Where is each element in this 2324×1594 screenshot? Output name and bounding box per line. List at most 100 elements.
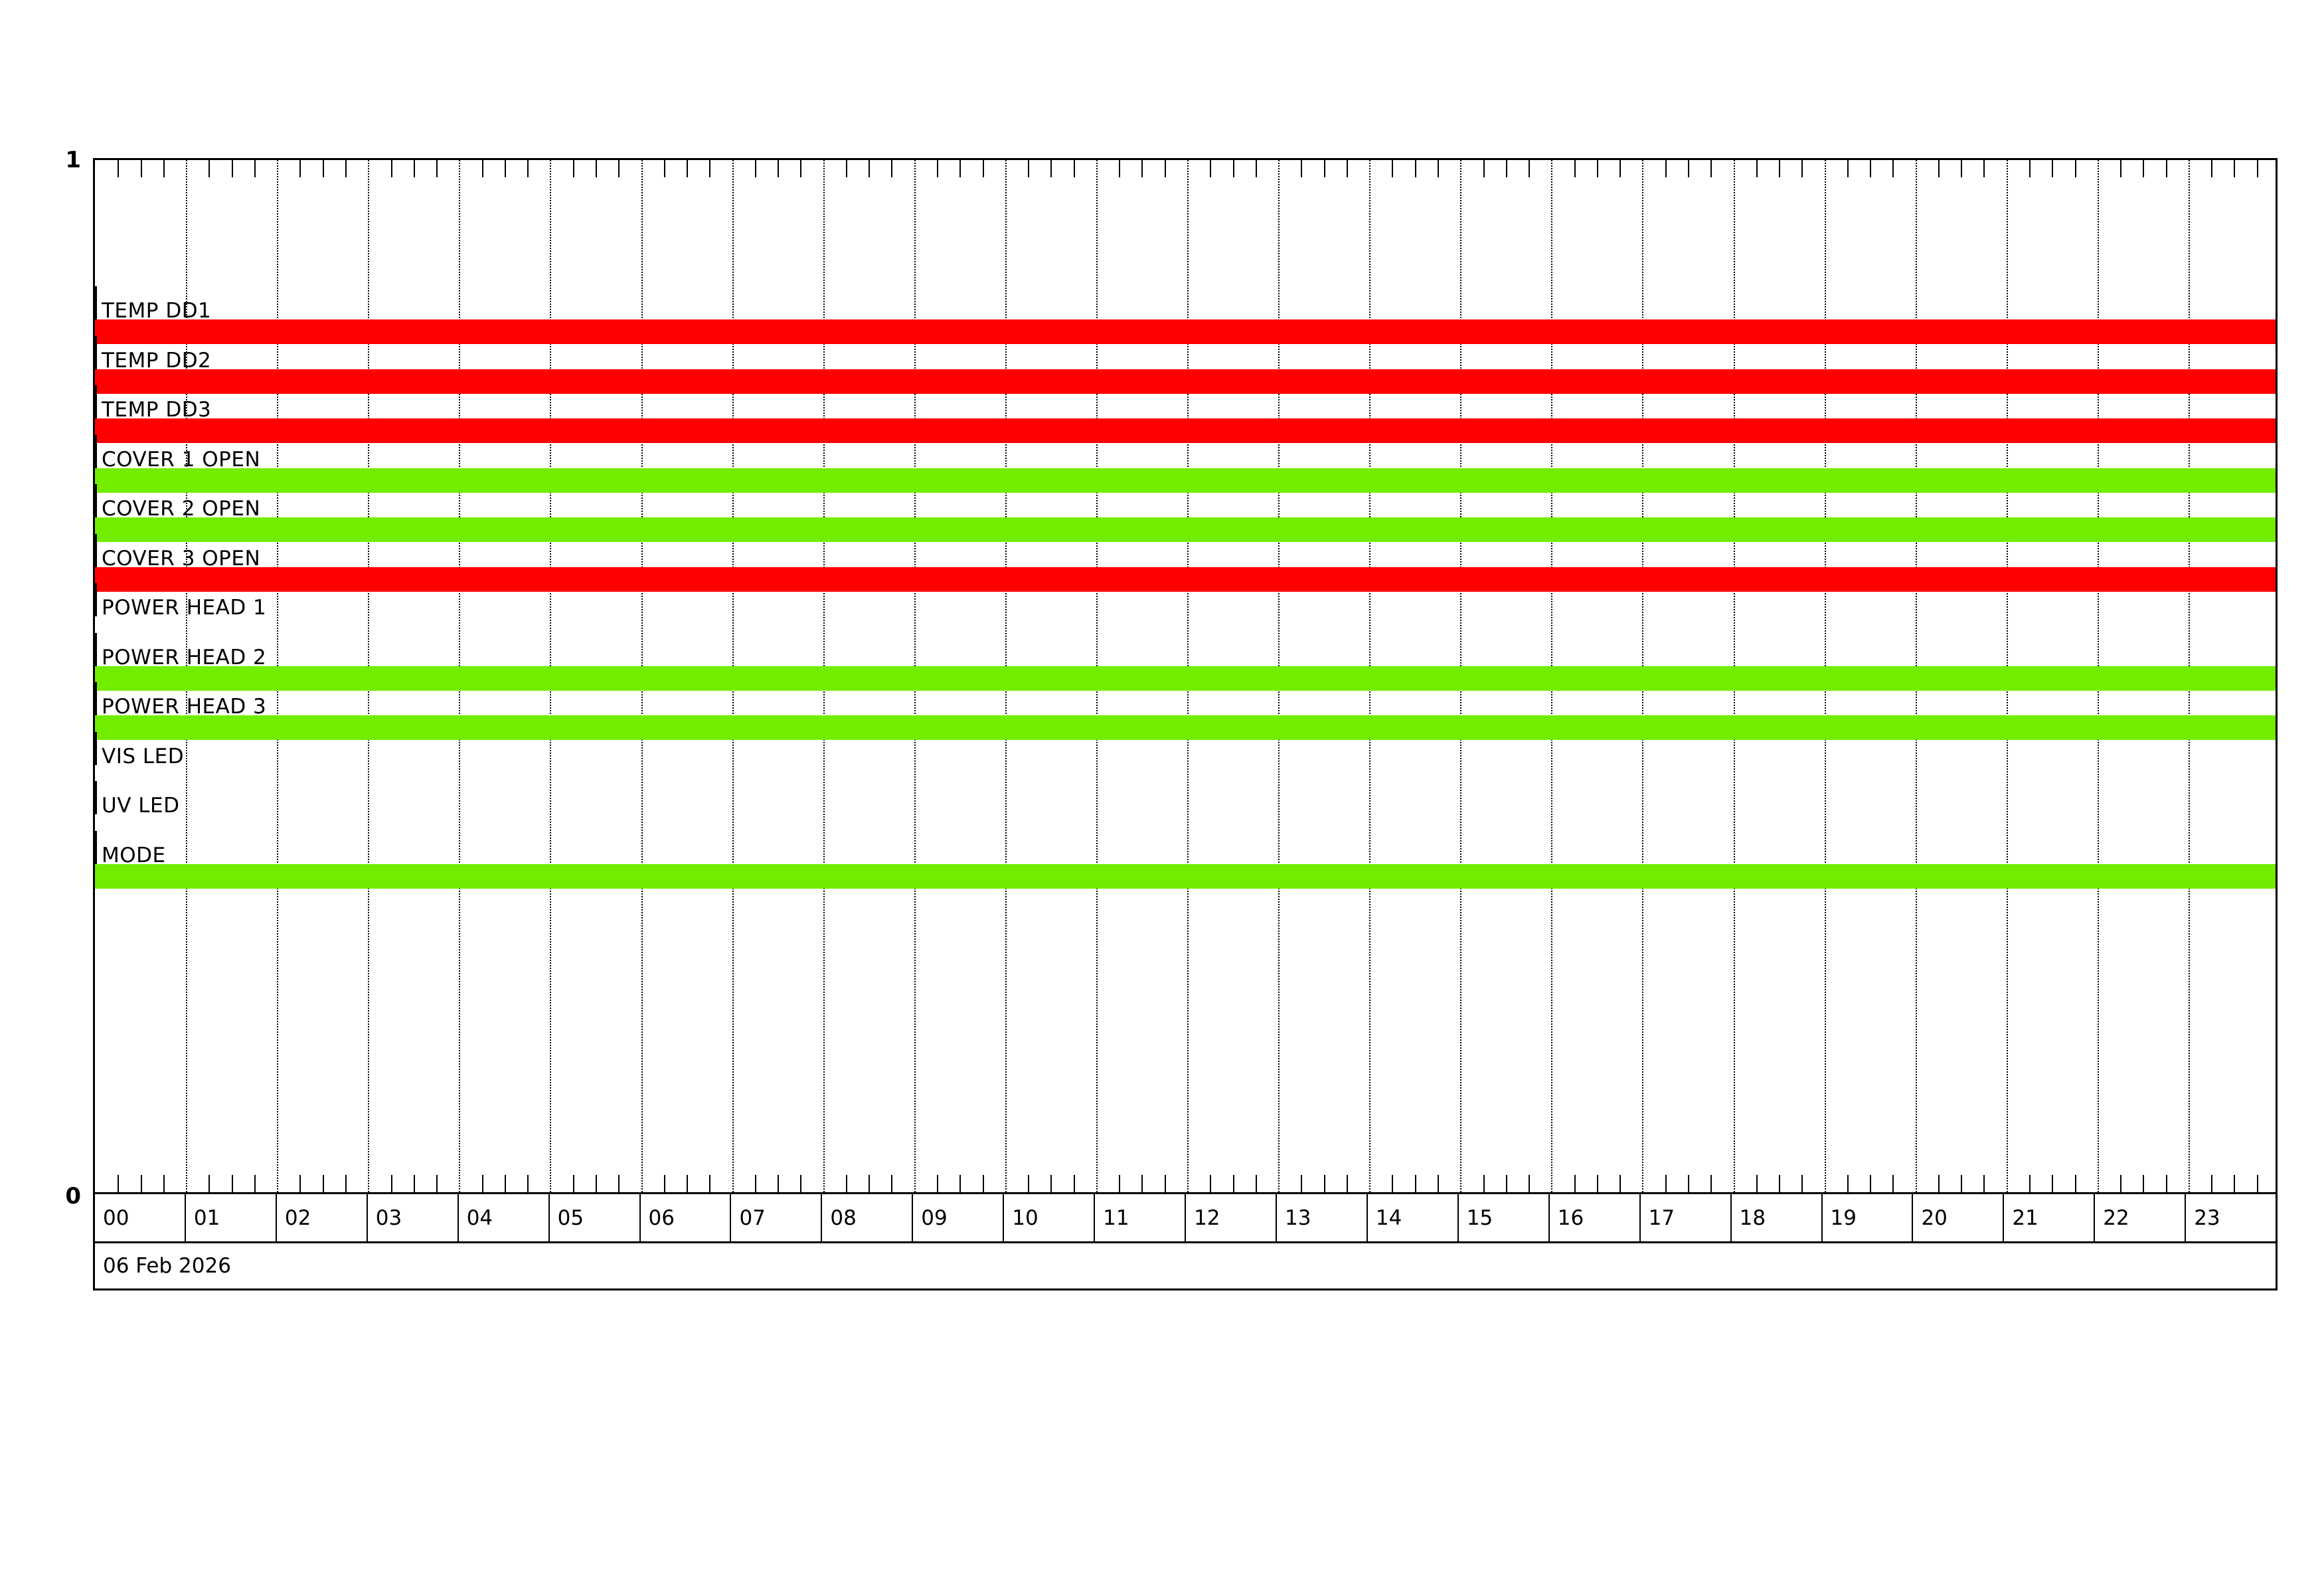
minor-tick-bottom xyxy=(2256,1175,2258,1192)
minor-tick-bottom xyxy=(345,1175,347,1192)
hour-cell-08: 08 xyxy=(822,1194,914,1241)
signal-label-power-head-1: POWER HEAD 1 xyxy=(102,596,267,620)
minor-tick-bottom xyxy=(778,1175,780,1192)
minor-tick-top xyxy=(1847,160,1849,177)
minor-tick-top xyxy=(1574,160,1576,177)
minor-tick-bottom xyxy=(163,1175,165,1192)
hour-cell-07: 07 xyxy=(731,1194,823,1241)
minor-tick-bottom xyxy=(845,1175,847,1192)
signal-bar-cover-2-open xyxy=(95,517,2276,542)
minor-tick-top xyxy=(1232,160,1234,177)
minor-tick-bottom xyxy=(1392,1175,1394,1192)
minor-tick-top xyxy=(1870,160,1872,177)
hour-cell-18: 18 xyxy=(1732,1194,1823,1241)
signal-label-mode: MODE xyxy=(102,843,166,867)
minor-tick-top xyxy=(1687,160,1689,177)
minor-tick-bottom xyxy=(1119,1175,1121,1192)
minor-tick-top xyxy=(1323,160,1325,177)
minor-tick-bottom xyxy=(2165,1175,2167,1192)
row-axis-stub xyxy=(95,731,97,765)
minor-tick-bottom xyxy=(1255,1175,1257,1192)
signal-bar-power-head-3 xyxy=(95,715,2276,740)
minor-tick-top xyxy=(1255,160,1257,177)
minor-tick-top xyxy=(1710,160,1712,177)
hour-cell-23: 23 xyxy=(2194,1205,2220,1230)
minor-tick-top xyxy=(2211,160,2213,177)
minor-tick-bottom xyxy=(869,1175,871,1192)
minor-tick-bottom xyxy=(2074,1175,2076,1192)
minor-tick-bottom xyxy=(1619,1175,1621,1192)
hour-cell-16: 16 xyxy=(1550,1194,1641,1241)
row-axis-stub xyxy=(95,583,97,616)
hour-cell-17: 17 xyxy=(1641,1194,1732,1241)
minor-tick-top xyxy=(937,160,939,177)
y-axis-bottom-value: 0 xyxy=(65,1183,81,1209)
minor-tick-bottom xyxy=(1414,1175,1416,1192)
minor-tick-top xyxy=(754,160,756,177)
minor-tick-top xyxy=(1505,160,1507,177)
minor-tick-bottom xyxy=(1505,1175,1507,1192)
hour-cell-10: 10 xyxy=(1004,1194,1096,1241)
minor-tick-bottom xyxy=(800,1175,802,1192)
signal-bar-temp-dd1 xyxy=(95,319,2276,344)
minor-tick-top xyxy=(663,160,665,177)
minor-tick-bottom xyxy=(1596,1175,1598,1192)
minor-tick-bottom xyxy=(527,1175,529,1192)
minor-tick-top xyxy=(390,160,392,177)
minor-tick-top xyxy=(1164,160,1166,177)
minor-tick-bottom xyxy=(322,1175,324,1192)
minor-tick-top xyxy=(1028,160,1030,177)
minor-tick-bottom xyxy=(1028,1175,1030,1192)
hour-cell-19: 19 xyxy=(1823,1194,1914,1241)
hour-cell-15: 15 xyxy=(1459,1194,1550,1241)
minor-tick-bottom xyxy=(595,1175,597,1192)
signal-label-temp-dd1: TEMP DD1 xyxy=(102,299,212,323)
minor-tick-bottom xyxy=(1301,1175,1303,1192)
minor-tick-bottom xyxy=(754,1175,756,1192)
row-axis-stub xyxy=(95,632,97,666)
signal-label-cover-2-open: COVER 2 OPEN xyxy=(102,497,261,521)
minor-tick-bottom xyxy=(1756,1175,1758,1192)
minor-tick-bottom xyxy=(1483,1175,1485,1192)
minor-tick-top xyxy=(959,160,961,177)
signal-bar-cover-3-open xyxy=(95,567,2276,592)
minor-tick-bottom xyxy=(1164,1175,1166,1192)
minor-tick-top xyxy=(778,160,780,177)
minor-tick-top xyxy=(254,160,256,177)
minor-tick-top xyxy=(1414,160,1416,177)
minor-tick-bottom xyxy=(1847,1175,1849,1192)
hour-cell-02: 02 xyxy=(277,1194,368,1241)
minor-tick-top xyxy=(1210,160,1212,177)
minor-tick-bottom xyxy=(687,1175,689,1192)
minor-tick-bottom xyxy=(1141,1175,1143,1192)
minor-tick-top xyxy=(1141,160,1143,177)
signal-bar-mode xyxy=(95,863,2276,889)
minor-tick-bottom xyxy=(413,1175,415,1192)
minor-tick-top xyxy=(299,160,301,177)
minor-tick-bottom xyxy=(1050,1175,1052,1192)
signal-label-vis-led: VIS LED xyxy=(102,744,185,768)
minor-tick-top xyxy=(2052,160,2054,177)
minor-tick-top xyxy=(1779,160,1781,177)
minor-tick-bottom xyxy=(2234,1175,2236,1192)
minor-tick-bottom xyxy=(2029,1175,2031,1192)
minor-tick-top xyxy=(618,160,620,177)
minor-tick-top xyxy=(1437,160,1439,177)
minor-tick-bottom xyxy=(1210,1175,1212,1192)
minor-tick-top xyxy=(982,160,984,177)
minor-tick-top xyxy=(481,160,483,177)
minor-tick-top xyxy=(1050,160,1052,177)
row-axis-stub xyxy=(95,682,97,715)
hour-cell-14: 14 xyxy=(1368,1194,1459,1241)
minor-tick-bottom xyxy=(1529,1175,1531,1192)
hour-cell-11: 11 xyxy=(1095,1194,1187,1241)
hour-cell-06: 06 xyxy=(641,1194,732,1241)
minor-tick-bottom xyxy=(231,1175,233,1192)
minor-tick-bottom xyxy=(663,1175,665,1192)
minor-tick-bottom xyxy=(1961,1175,1963,1192)
row-axis-stub xyxy=(95,385,97,418)
signal-label-cover-1-open: COVER 1 OPEN xyxy=(102,447,261,472)
hour-cell-22: 22 xyxy=(2095,1194,2187,1241)
minor-tick-bottom xyxy=(1779,1175,1781,1192)
minor-tick-top xyxy=(1801,160,1803,177)
